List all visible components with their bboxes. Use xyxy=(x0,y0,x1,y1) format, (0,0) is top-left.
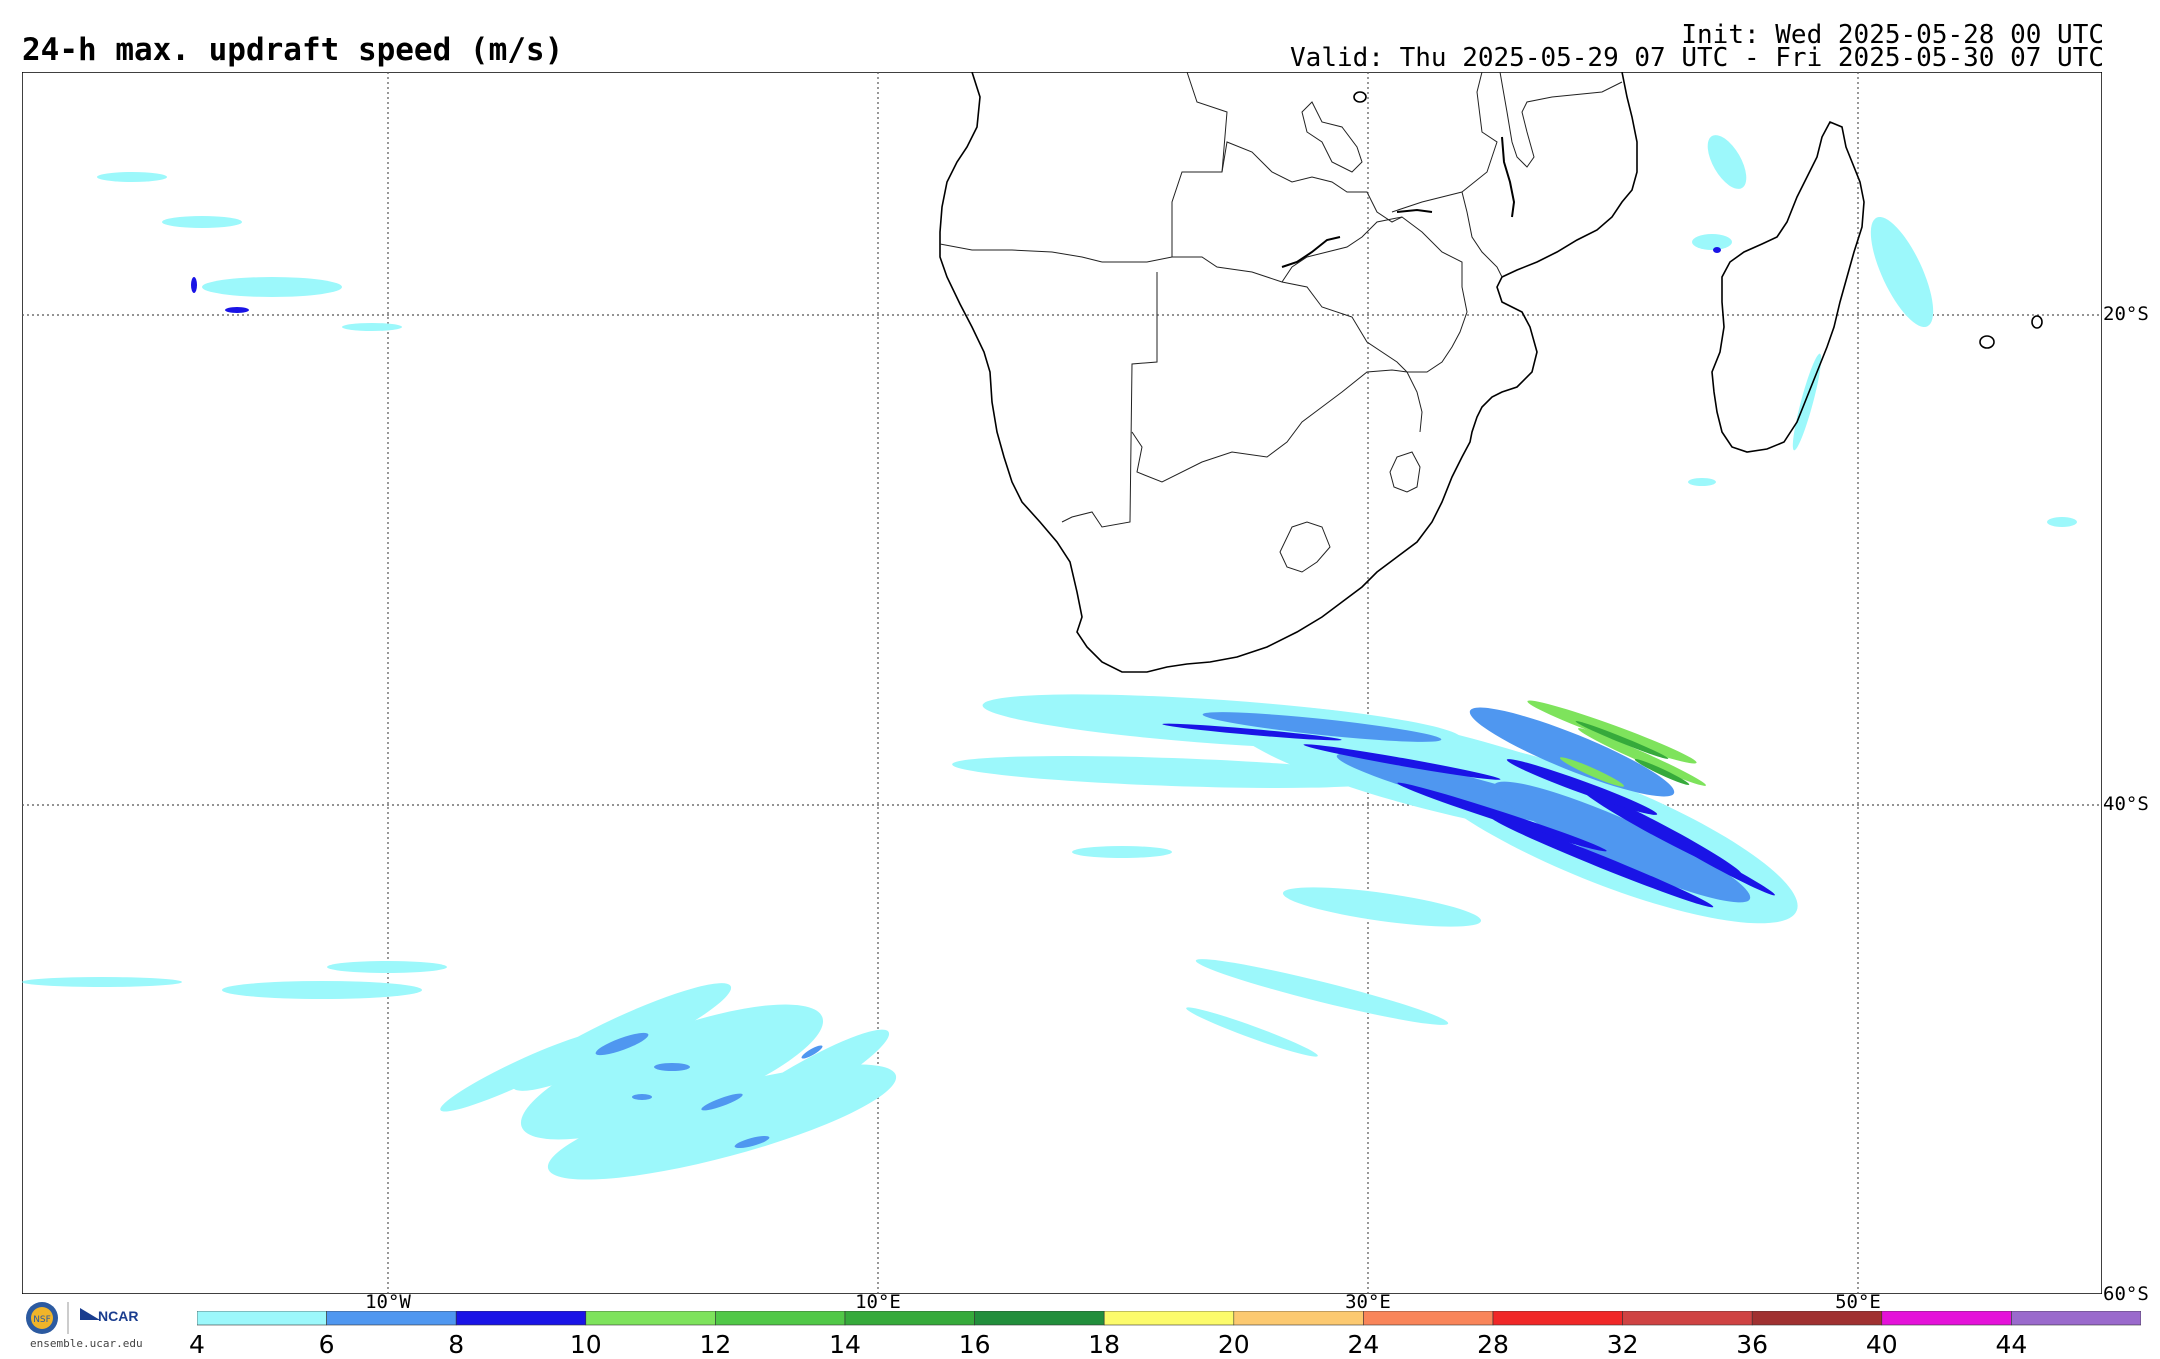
nsf-logo: NSF xyxy=(26,1302,100,1334)
colorbar-swatch xyxy=(1103,1311,1235,1326)
lake-kariba xyxy=(1281,236,1341,268)
ncar-logo-text: NCAR xyxy=(98,1308,139,1324)
colorbar-swatch xyxy=(1751,1311,1883,1326)
credit-url: ensemble.ucar.edu xyxy=(30,1337,143,1350)
colorbar-swatch xyxy=(455,1311,587,1326)
lon-label-10e: 10°E xyxy=(855,1291,901,1313)
colorbar-tick-label: 36 xyxy=(1736,1330,1769,1359)
colorbar-tick-label: 8 xyxy=(448,1330,465,1359)
updraft-map xyxy=(22,72,2102,1294)
colorbar-tick-label: 24 xyxy=(1347,1330,1380,1359)
colorbar-tick-label: 16 xyxy=(958,1330,991,1359)
colorbar-tick-label: 14 xyxy=(829,1330,861,1359)
colorbar-swatch xyxy=(2011,1311,2141,1326)
colorbar-tick-label: 44 xyxy=(1995,1330,2028,1359)
colorbar-tick-label: 4 xyxy=(189,1330,205,1359)
colorbar-swatch xyxy=(1492,1311,1623,1326)
colorbar-swatch xyxy=(844,1311,975,1326)
colorbar-tick-label: 18 xyxy=(1088,1330,1121,1359)
colorbar-swatch xyxy=(197,1311,327,1326)
coastlines xyxy=(939,72,2043,673)
lake-malawi xyxy=(1501,136,1516,218)
colorbar-swatch xyxy=(1233,1311,1364,1326)
lon-label-30e: 30°E xyxy=(1345,1291,1391,1313)
graticule xyxy=(22,72,2102,1294)
country-borders xyxy=(939,72,1623,573)
mauritius-coastline xyxy=(2031,315,2043,329)
updraft-shading xyxy=(22,135,2077,1180)
lat-label-40s: 40°S xyxy=(2103,793,2149,815)
colorbar-swatch xyxy=(1881,1311,2012,1326)
lake-cahora xyxy=(1396,208,1433,213)
colorbar xyxy=(197,1311,2141,1326)
reunion-coastline xyxy=(1979,335,1995,349)
lon-label-10w: 10°W xyxy=(365,1291,411,1313)
colorbar-swatch xyxy=(585,1311,716,1326)
colorbar-swatch xyxy=(1363,1311,1494,1326)
colorbar-swatch xyxy=(1622,1311,1753,1326)
lake-island xyxy=(1353,91,1367,103)
colorbar-swatch xyxy=(326,1311,457,1326)
map-frame xyxy=(22,72,2102,1294)
colorbar-tick-label: 6 xyxy=(318,1330,335,1359)
colorbar-swatch xyxy=(715,1311,846,1326)
africa-coastline xyxy=(939,72,1638,673)
madagascar-coastline xyxy=(1711,120,1865,453)
colorbar-tick-label: 28 xyxy=(1477,1330,1509,1359)
map-title: 24-h max. updraft speed (m/s) xyxy=(22,32,564,68)
lat-label-60s: 60°S xyxy=(2103,1283,2149,1305)
colorbar-tick-label: 10 xyxy=(569,1330,602,1359)
lakes xyxy=(1281,136,1516,268)
eswatini-border xyxy=(1389,451,1421,493)
lesotho-border xyxy=(1279,521,1331,573)
lon-label-50e: 50°E xyxy=(1835,1291,1881,1313)
init-time: Init: Wed 2025-05-28 00 UTC xyxy=(1681,20,2104,50)
colorbar-swatch xyxy=(974,1311,1105,1326)
colorbar-tick-label: 12 xyxy=(699,1330,732,1359)
valid-time-range: Valid: Thu 2025-05-29 07 UTC - Fri 2025-… xyxy=(1290,43,2104,73)
colorbar-tick-label: 40 xyxy=(1865,1330,1898,1359)
lat-label-20s: 20°S xyxy=(2103,303,2149,325)
colorbar-tick-label: 32 xyxy=(1606,1330,1639,1359)
svg-text:NSF: NSF xyxy=(33,1315,51,1325)
colorbar-tick-label: 20 xyxy=(1217,1330,1250,1359)
